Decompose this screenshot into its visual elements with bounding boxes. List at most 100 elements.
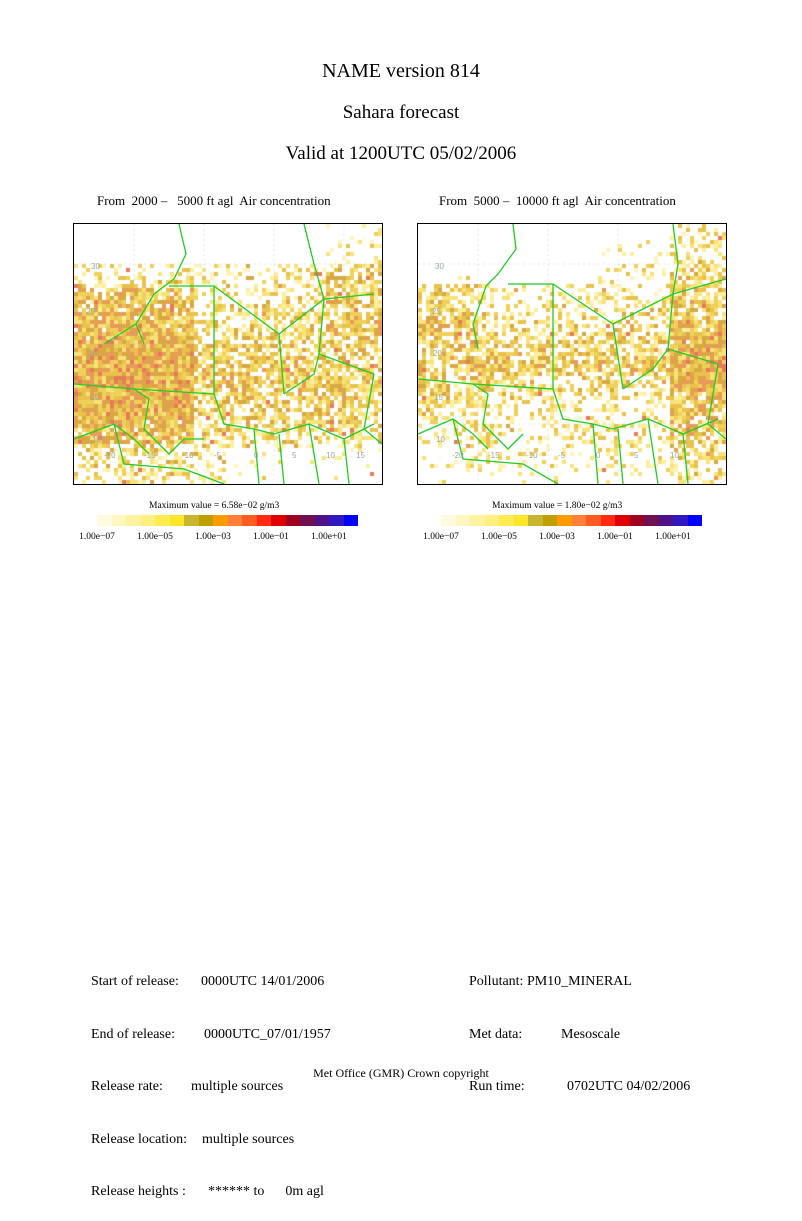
- country-borders-overlay: 30 25 20 15 10 -20 -15 -10 -5 0 5 10: [418, 224, 726, 484]
- longitude-label: 10: [670, 451, 679, 460]
- colorbar-swatch: [542, 515, 557, 526]
- country-border: [213, 393, 375, 440]
- longitude-label: -15: [488, 451, 500, 460]
- colorbar-tick-label: 1.00e−03: [539, 532, 575, 542]
- colorbar-swatch: [571, 515, 586, 526]
- colorbar-swatch: [256, 515, 271, 526]
- latitude-label: 25: [432, 307, 441, 316]
- max-value-low-level: Maximum value = 6.58e−02 g/m3: [149, 501, 280, 511]
- colorbar-tick-label: 1.00e+01: [311, 532, 347, 542]
- country-border: [74, 423, 150, 455]
- country-border: [617, 428, 624, 484]
- country-border: [552, 283, 624, 390]
- max-value-mid-level: Maximum value = 1.80e−02 g/m3: [492, 501, 623, 511]
- colorbar-swatch: [513, 515, 528, 526]
- pollutant: Pollutant: PM10_MINERAL: [469, 974, 632, 989]
- longitude-label: 5: [634, 451, 639, 460]
- country-border: [418, 378, 524, 450]
- colorbar-swatch: [644, 515, 659, 526]
- concentration-map-mid-level[interactable]: 30 25 20 15 10 -20 -15 -10 -5 0 5 10: [417, 223, 727, 485]
- country-border: [135, 224, 187, 345]
- concentration-field: [418, 224, 726, 484]
- panel-title-mid-level: From 5000 – 10000 ft agl Air concentrati…: [439, 193, 676, 208]
- colorbar-swatch: [271, 515, 286, 526]
- country-border: [308, 423, 320, 484]
- longitude-label: -5: [214, 451, 222, 460]
- start-label: Start of release:: [91, 974, 179, 989]
- colorbar-swatch: [441, 515, 456, 526]
- colorbar-swatch: [470, 515, 485, 526]
- longitude-label: 0: [254, 451, 259, 460]
- country-border: [278, 293, 375, 335]
- longitude-label: -15: [144, 451, 156, 460]
- colorbar-swatch: [198, 515, 213, 526]
- longitude-label: -10: [526, 451, 538, 460]
- country-border: [707, 363, 726, 440]
- country-border: [74, 383, 204, 455]
- colorbar-tick-label: 1.00e−07: [79, 532, 115, 542]
- colorbar-swatch: [184, 515, 199, 526]
- page-title: NAME version 814: [322, 60, 480, 82]
- colorbar-swatch: [455, 515, 470, 526]
- country-border: [283, 353, 320, 395]
- latitude-label: 25: [86, 307, 95, 316]
- longitude-label: -10: [182, 451, 194, 460]
- colorbar-tick-label: 1.00e−01: [597, 532, 633, 542]
- colorbar-swatch: [484, 515, 499, 526]
- colorbar-swatch: [615, 515, 630, 526]
- colorbar-tick-label: 1.00e−05: [481, 532, 517, 542]
- colorbar-tick-label: 1.00e−03: [195, 532, 231, 542]
- longitude-label: -20: [452, 451, 464, 460]
- latitude-label: 15: [434, 393, 443, 402]
- latitude-label: 30: [435, 262, 444, 271]
- longitude-label: -20: [104, 451, 116, 460]
- colorbar-tick-label: 1.00e−05: [137, 532, 173, 542]
- country-border: [343, 438, 350, 484]
- country-border: [452, 418, 559, 484]
- colorbar-swatch: [586, 515, 601, 526]
- country-border: [647, 418, 659, 484]
- concentration-map-low-level[interactable]: 30 25 20 15 10 -20 -15 -10 -5 0 5 10 15: [73, 223, 383, 485]
- run-label: Run time:: [469, 1079, 525, 1094]
- country-border: [472, 283, 554, 390]
- latitude-label: 30: [91, 262, 100, 271]
- country-border: [622, 348, 669, 390]
- country-border: [592, 423, 599, 484]
- colorbar-swatch: [126, 515, 141, 526]
- country-border: [278, 433, 285, 484]
- colorbar-swatch: [557, 515, 572, 526]
- colorbar-swatch: [673, 515, 688, 526]
- run-value: 0702UTC 04/02/2006: [567, 1079, 691, 1094]
- colorbar-swatch: [213, 515, 228, 526]
- latitude-label: 15: [90, 393, 99, 402]
- colorbar-swatch: [111, 515, 126, 526]
- valid-time: Valid at 1200UTC 05/02/2006: [285, 143, 517, 164]
- concentration-field: [74, 224, 382, 484]
- country-border: [612, 278, 726, 325]
- colorbar-swatch: [155, 515, 170, 526]
- latitude-label: 10: [92, 435, 101, 444]
- longitude-label: 10: [326, 451, 335, 460]
- colorbar-mid-level: [441, 515, 702, 526]
- colorbar-swatch: [343, 515, 358, 526]
- colorbar-tick-label: 1.00e−07: [423, 532, 459, 542]
- latitude-label: 10: [436, 435, 445, 444]
- colorbar-swatch: [169, 515, 184, 526]
- colorbar-low-level: [97, 515, 358, 526]
- longitude-label: 5: [292, 451, 297, 460]
- forecast-subtitle: Sahara forecast: [342, 102, 460, 123]
- colorbar-swatch: [658, 515, 673, 526]
- latitude-label: 20: [433, 349, 442, 358]
- country-border: [103, 323, 137, 345]
- country-border: [113, 423, 225, 484]
- met-value: Mesoscale: [561, 1026, 621, 1042]
- run-info: Pollutant: PM10_MINERAL Met data: Mesosca…: [469, 942, 690, 1116]
- longitude-label: -5: [558, 451, 566, 460]
- country-border: [133, 285, 215, 395]
- rate-label: Release rate:: [91, 1079, 163, 1094]
- country-border: [682, 433, 689, 484]
- colorbar-swatch: [242, 515, 257, 526]
- colorbar-swatch: [528, 515, 543, 526]
- footer-copyright: Met Office (GMR) Crown copyright: [313, 1066, 489, 1080]
